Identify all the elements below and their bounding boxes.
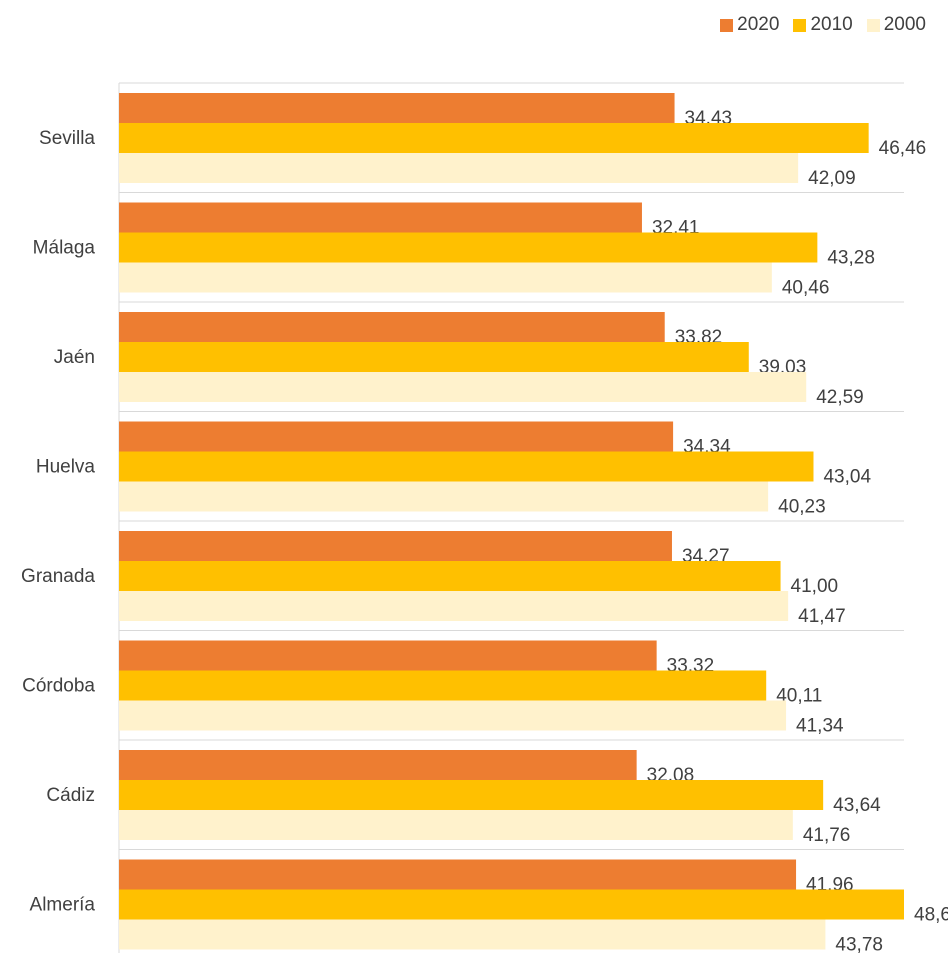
bar-2000	[119, 919, 826, 950]
bar-2000	[119, 262, 772, 293]
data-label: 41,76	[803, 825, 851, 846]
data-label: 48,65	[914, 905, 948, 926]
bar-2000	[119, 591, 789, 621]
category-label: Huelva	[36, 457, 96, 478]
category-label: Cádiz	[46, 785, 95, 806]
bar-2010	[119, 123, 869, 153]
legend-swatch-2010	[793, 18, 807, 32]
category-label: Málaga	[33, 238, 96, 259]
bar-2000	[119, 153, 799, 183]
legend-label-2010: 2010	[810, 14, 853, 35]
legend-item-2000: 2000	[866, 14, 926, 36]
legend-swatch-2000	[866, 18, 880, 32]
bar-2020	[119, 750, 637, 780]
category-label: Sevilla	[39, 128, 95, 149]
bar-2020	[119, 640, 657, 671]
bar-2000	[119, 481, 769, 512]
legend-label-2000: 2000	[883, 14, 926, 35]
bar-2010	[119, 342, 749, 372]
category-label: Jaén	[54, 347, 95, 368]
legend-item-2020: 2020	[720, 14, 779, 36]
data-label: 40,46	[782, 278, 830, 299]
bar-2010	[119, 451, 814, 482]
data-label: 43,28	[827, 248, 875, 269]
legend-item-2010: 2010	[793, 14, 853, 36]
bar-2010	[119, 232, 818, 263]
bar-2020	[119, 531, 672, 561]
bar-2010	[119, 561, 781, 591]
data-label: 41,00	[791, 576, 839, 597]
category-label: Córdoba	[22, 676, 95, 697]
data-label: 41,47	[798, 606, 846, 627]
bar-2020	[119, 421, 674, 452]
data-label: 43,78	[835, 935, 883, 953]
bar-2010	[119, 889, 904, 920]
data-label: 42,09	[808, 168, 856, 189]
data-label: 40,23	[778, 497, 826, 518]
data-label: 42,59	[816, 387, 864, 408]
data-label: 46,46	[879, 138, 927, 159]
category-label: Granada	[21, 566, 95, 587]
data-label: 41,34	[796, 716, 844, 737]
legend-label-2020: 2020	[737, 14, 780, 35]
bar-2000	[119, 810, 793, 840]
chart-legend: 2020 2010 2000	[720, 14, 926, 36]
bar-2010	[119, 780, 824, 810]
data-label: 40,11	[776, 686, 822, 707]
bar-2020	[119, 202, 642, 233]
bar-2010	[119, 670, 767, 701]
bar-2020	[119, 859, 797, 890]
bar-2000	[119, 372, 807, 402]
bar-2000	[119, 700, 787, 731]
data-label: 43,04	[823, 467, 871, 488]
category-label: Almería	[30, 895, 96, 916]
data-label: 43,64	[833, 795, 881, 816]
bar-2020	[119, 312, 665, 342]
legend-swatch-2020	[720, 18, 734, 32]
bar-2020	[119, 93, 675, 123]
